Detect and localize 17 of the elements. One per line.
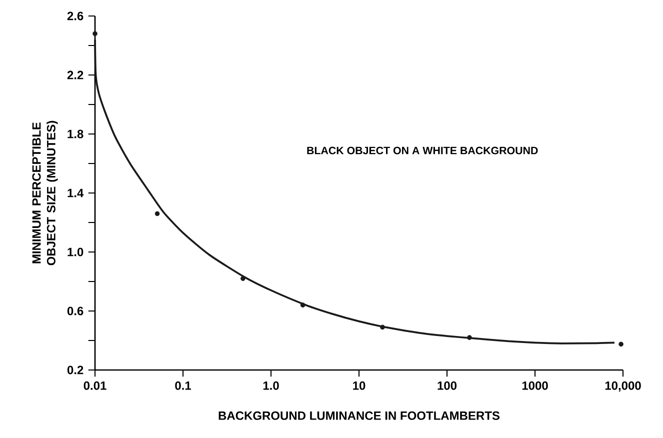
y-tick-label: 1.4 <box>68 188 84 198</box>
y-tick-label: 2.2 <box>67 70 84 80</box>
x-tick-label: 0.01 <box>84 381 106 390</box>
y-tick-label: 0.2 <box>67 366 84 374</box>
x-axis-title: BACKGROUND LUMINANCE IN FOOTLAMBERTS <box>218 411 500 420</box>
y-tick-label: 2.6 <box>67 12 84 20</box>
y-tick-label: 1.0 <box>68 248 84 256</box>
x-tick-label: 10,000 <box>605 381 641 392</box>
x-tick-label: 1.0 <box>263 381 279 390</box>
y-axis-title: MINIMUM PERCEPTIBLE OBJECT SIZE (MINUTES) <box>32 120 58 266</box>
x-tick-label: 100 <box>438 381 457 390</box>
y-tick-label: 0.6 <box>67 306 84 316</box>
x-tick-label: 10 <box>353 381 366 390</box>
x-tick-label: 0.1 <box>175 381 192 390</box>
x-tick-label: 1000 <box>522 381 548 390</box>
y-tick-label: 1.8 <box>68 130 84 138</box>
annotation: BLACK OBJECT ON A WHITE BACKGROUND <box>307 146 538 154</box>
